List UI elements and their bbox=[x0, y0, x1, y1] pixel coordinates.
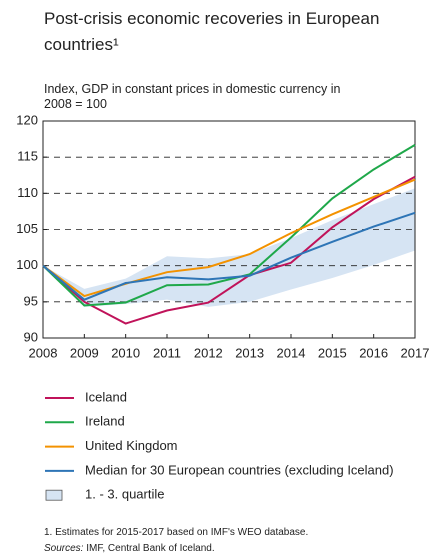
legend-label: Median for 30 European countries (exclud… bbox=[85, 462, 394, 477]
x-tick-label: 2017 bbox=[401, 345, 430, 360]
legend-label: United Kingdom bbox=[85, 438, 178, 453]
y-tick-label: 110 bbox=[17, 185, 38, 200]
chart: 90 95 100 105 110 115 120 2008 2009 2010 2011 2012 2… bbox=[16, 112, 430, 502]
x-tick-label: 2016 bbox=[359, 345, 388, 360]
quartile-band bbox=[43, 188, 415, 307]
x-tick-label: 2008 bbox=[29, 345, 58, 360]
chart-subtitle: Index, GDP in constant prices in domesti… bbox=[44, 82, 341, 111]
x-tick-label: 2011 bbox=[153, 345, 181, 360]
footnote: 1. Estimates for 2015-2017 based on IMF'… bbox=[44, 527, 309, 538]
legend-label: Iceland bbox=[85, 389, 127, 404]
y-tick-label: 120 bbox=[16, 112, 38, 127]
y-tick-label: 90 bbox=[24, 329, 38, 344]
x-tick-label: 2012 bbox=[194, 345, 223, 360]
y-tick-label: 100 bbox=[16, 257, 38, 272]
series-line bbox=[42, 175, 416, 325]
legend-swatch bbox=[45, 489, 63, 501]
x-tick-label: 2013 bbox=[235, 345, 264, 360]
y-tick-label: 115 bbox=[17, 149, 38, 164]
y-tick-label: 95 bbox=[24, 293, 38, 308]
plot-frame bbox=[42, 120, 416, 339]
x-tick-label: 2015 bbox=[318, 345, 347, 360]
x-tick-label: 2009 bbox=[70, 345, 99, 360]
sources-label: Sources: bbox=[44, 543, 84, 554]
legend-label: Ireland bbox=[85, 414, 125, 429]
series-line bbox=[42, 144, 416, 307]
footnotes: 1. Estimates for 2015-2017 based on IMF'… bbox=[44, 525, 308, 557]
x-tick-label: 2014 bbox=[277, 345, 306, 360]
x-tick-label: 2010 bbox=[111, 345, 140, 360]
chart-title: Post-crisis economic recoveries in Europ… bbox=[44, 9, 380, 54]
y-tick-label: 105 bbox=[16, 221, 38, 236]
series-line bbox=[42, 178, 416, 298]
series-line bbox=[42, 211, 416, 301]
legend-label: 1. - 3. quartile bbox=[85, 487, 165, 502]
sources: Sources: IMF, Central Bank of Iceland. bbox=[44, 541, 308, 557]
sources-text: IMF, Central Bank of Iceland. bbox=[86, 543, 215, 554]
